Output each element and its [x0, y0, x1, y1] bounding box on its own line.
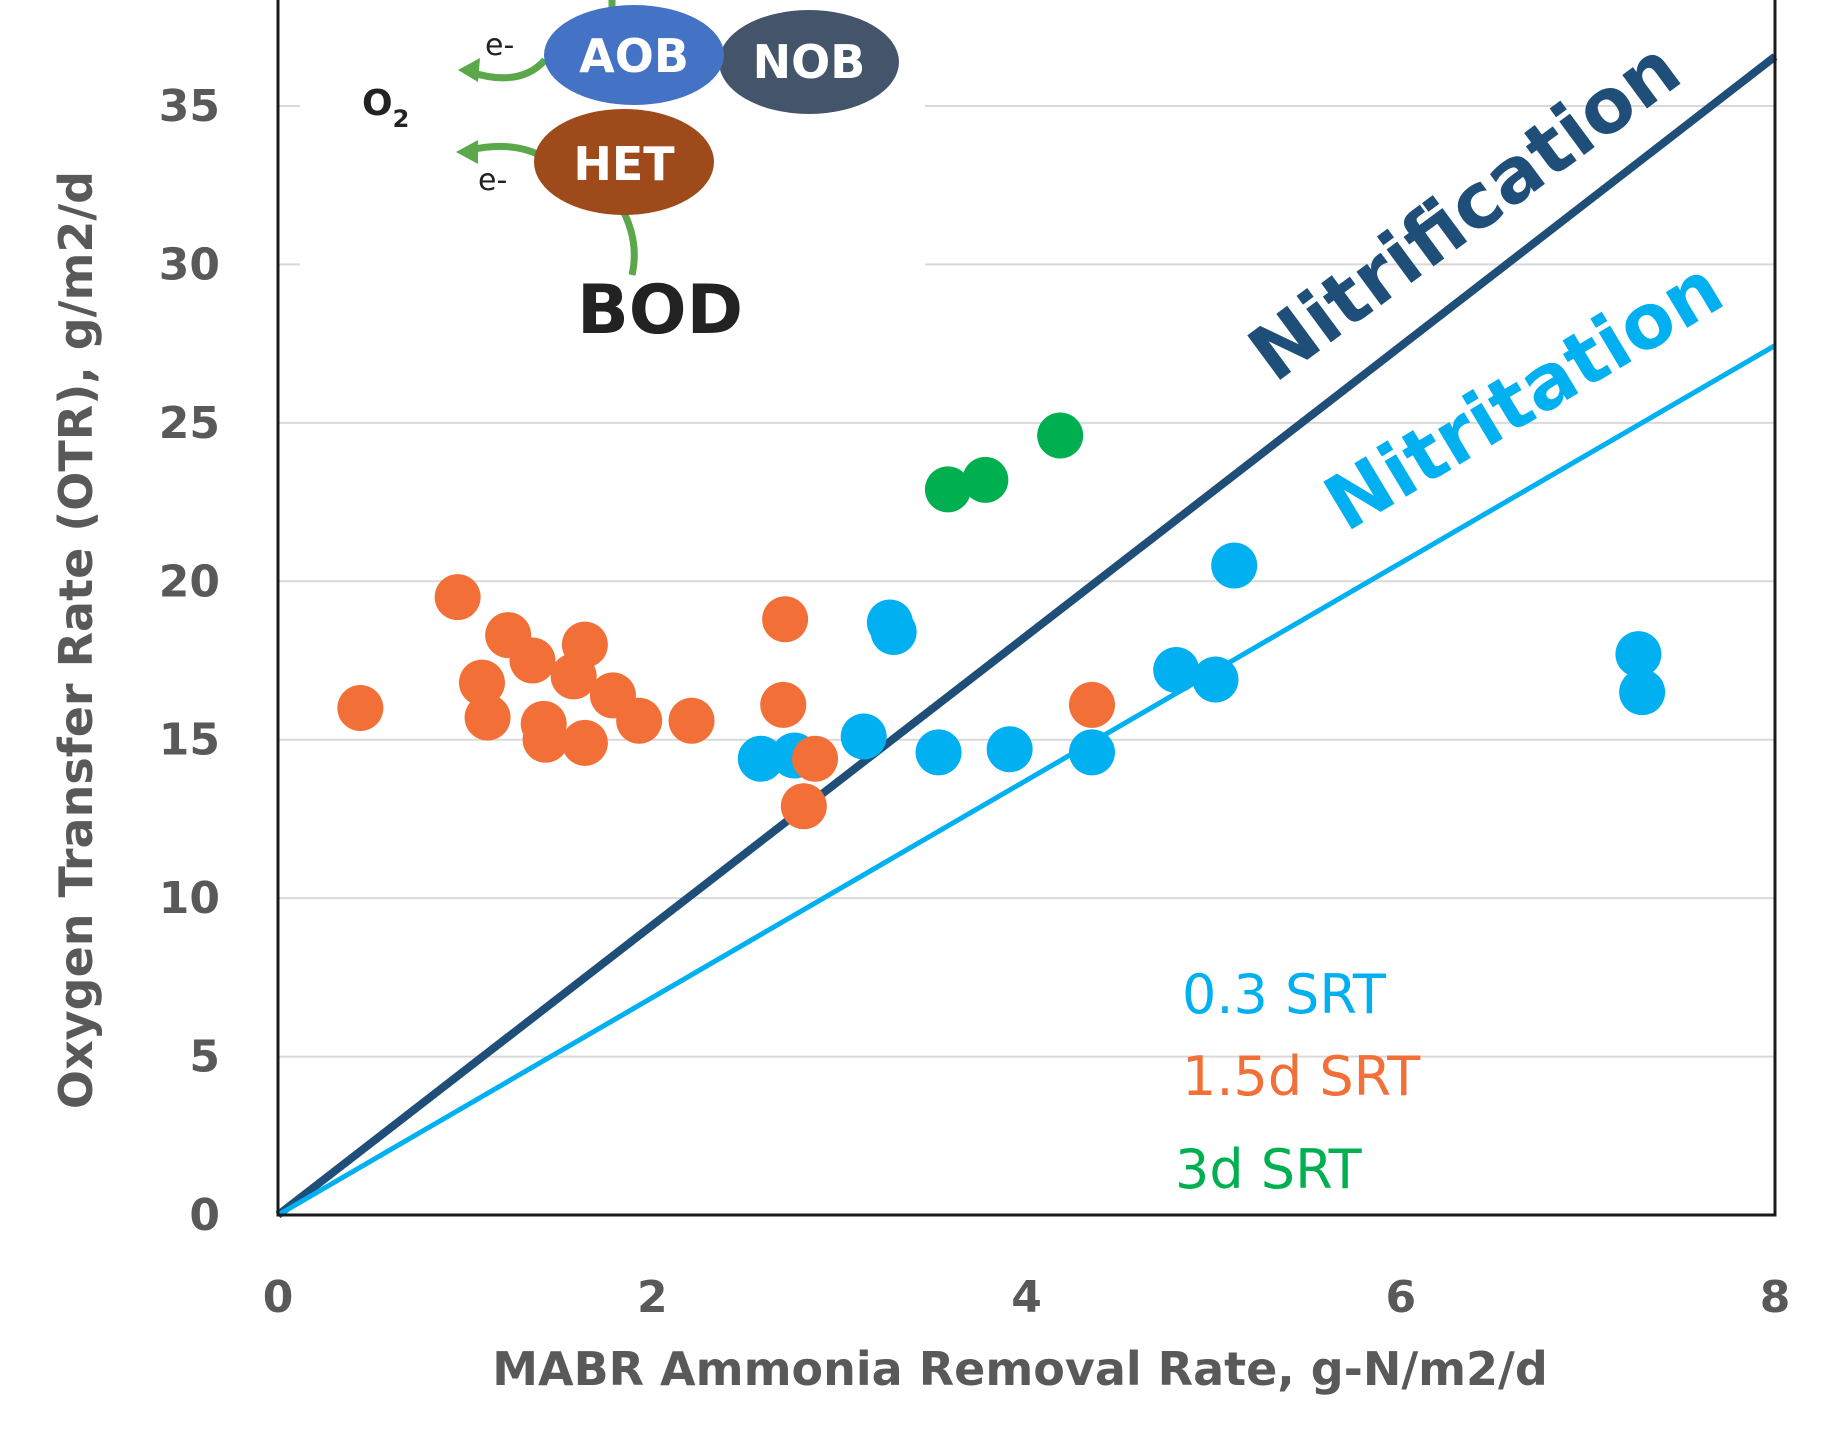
- nitrification-line: [275, 53, 1778, 1219]
- schematic-inset: AOB NOB HET e- e- O2 BOD: [300, 0, 925, 355]
- point-0-3-srt: [986, 726, 1033, 773]
- y-tick-label: 15: [159, 715, 220, 766]
- legend-item-1-5d-srt: 1.5d SRT: [1182, 1045, 1421, 1108]
- y-tick-label: 0: [189, 1190, 220, 1241]
- point-0-3-srt: [915, 729, 962, 776]
- point-0-3-srt: [870, 608, 917, 655]
- x-tick-label: 8: [1760, 1272, 1791, 1323]
- legend: 0.3 SRT 1.5d SRT 3d SRT: [1175, 963, 1421, 1201]
- point-1-5d-srt: [792, 735, 839, 782]
- tick-labels: 0 5 10 15 20 25 30 35 0 2 4 6 8: [159, 81, 1791, 1323]
- point-0-3-srt: [1211, 542, 1258, 589]
- y-tick-label: 25: [159, 398, 220, 449]
- point-1-5d-srt: [509, 637, 556, 684]
- y-tick-label: 35: [159, 81, 220, 132]
- x-tick-label: 0: [263, 1272, 294, 1323]
- point-1-5d-srt: [434, 574, 481, 621]
- aob-cell: [544, 5, 724, 105]
- point-1-5d-srt: [522, 716, 569, 763]
- x-axis-title: MABR Ammonia Removal Rate, g-N/m2/d: [492, 1342, 1548, 1396]
- aob-label: AOB: [579, 29, 689, 83]
- electron-label-top: e-: [485, 28, 514, 63]
- y-tick-label: 30: [159, 239, 220, 290]
- point-1-5d-srt: [561, 719, 608, 766]
- point-1-5d-srt: [760, 681, 807, 728]
- x-tick-label: 2: [637, 1272, 668, 1323]
- nob-label: NOB: [753, 35, 866, 89]
- reference-lines: [275, 53, 1778, 1219]
- legend-item-0-3-srt: 0.3 SRT: [1182, 963, 1387, 1026]
- oxygen-symbol: O: [362, 83, 393, 124]
- oxygen-label: O2: [362, 83, 409, 133]
- x-tick-label: 4: [1011, 1272, 1042, 1323]
- point-0-3-srt: [1615, 631, 1662, 678]
- point-3d-srt: [962, 456, 1009, 503]
- point-3d-srt: [1037, 412, 1084, 459]
- point-1-5d-srt: [780, 783, 827, 830]
- point-0-3-srt: [1619, 669, 1666, 716]
- electron-label-bottom: e-: [478, 163, 507, 198]
- nob-cell: [719, 10, 899, 114]
- point-0-3-srt: [840, 713, 887, 760]
- plot-area-frame: [276, 0, 1777, 1217]
- y-axis-title: Oxygen Transfer Rate (OTR), g/m2/d: [49, 171, 103, 1109]
- arrow-head-aob-icon: [458, 58, 480, 82]
- y-tick-label: 10: [159, 873, 220, 924]
- point-1-5d-srt: [762, 596, 809, 643]
- point-1-5d-srt: [337, 685, 384, 732]
- point-0-3-srt: [1068, 729, 1115, 776]
- y-tick-label: 20: [159, 556, 220, 607]
- bod-label: BOD: [577, 271, 743, 350]
- arrow-head-het-icon: [456, 140, 478, 164]
- point-0-3-srt: [737, 735, 784, 782]
- point-1-5d-srt: [668, 697, 715, 744]
- data-points: [337, 412, 1666, 830]
- het-label: HET: [573, 137, 675, 191]
- electron-arrow-aob: [468, 57, 548, 82]
- point-1-5d-srt: [458, 659, 505, 706]
- legend-item-3d-srt: 3d SRT: [1175, 1138, 1363, 1201]
- point-1-5d-srt: [1068, 681, 1115, 728]
- oxygen-subscript: 2: [393, 105, 410, 133]
- point-3d-srt: [924, 466, 971, 513]
- het-cell: [534, 109, 714, 215]
- x-tick-label: 6: [1385, 1272, 1416, 1323]
- point-1-5d-srt: [561, 621, 608, 668]
- point-1-5d-srt: [616, 697, 663, 744]
- y-tick-label: 5: [189, 1032, 220, 1083]
- point-0-3-srt: [1192, 656, 1239, 703]
- point-1-5d-srt: [464, 694, 511, 741]
- nitritation-line: [276, 343, 1777, 1218]
- point-0-3-srt: [1153, 647, 1200, 694]
